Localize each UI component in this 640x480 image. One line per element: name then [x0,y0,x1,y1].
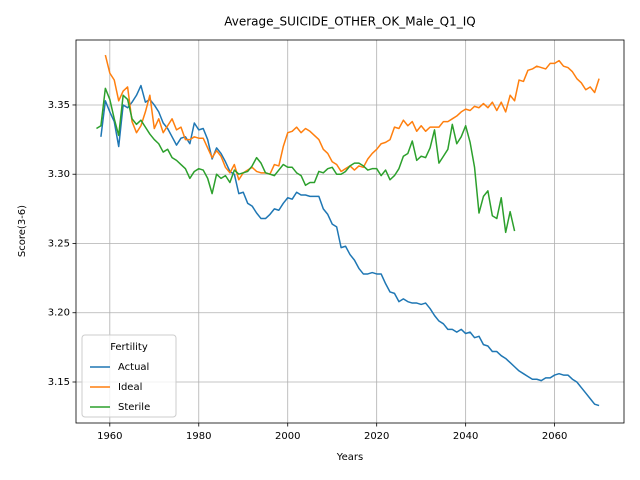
legend-title: Fertility [110,342,148,353]
axes-frame [75,39,625,424]
x-tick-label: 2060 [542,431,567,442]
series-line [104,54,600,181]
legend-label: Sterile [118,402,150,413]
series-line [96,87,516,234]
x-tick-label: 2040 [453,431,478,442]
x-tick-label: 2020 [364,431,389,442]
legend-box [81,334,177,418]
y-axis-label: Score(3-6) [17,205,28,257]
y-tick-label: 3.30 [48,169,70,180]
y-tick-label: 3.25 [48,238,70,249]
y-tick-label: 3.15 [48,377,70,388]
x-tick-label: 1980 [186,431,211,442]
legend-label: Actual [118,362,149,373]
legend: Fertility Actual Ideal Sterile [81,334,177,418]
x-tick-label: 2000 [275,431,300,442]
lines [96,54,600,407]
grid [76,40,624,423]
legend-label: Ideal [118,382,142,393]
chart-title: Average_SUICIDE_OTHER_OK_Male_Q1_IQ [224,15,475,29]
y-tick-label: 3.20 [48,308,70,319]
x-axis-label: Years [336,452,363,463]
x-tick-label: 1960 [97,431,122,442]
y-tick-label: 3.35 [48,100,70,111]
